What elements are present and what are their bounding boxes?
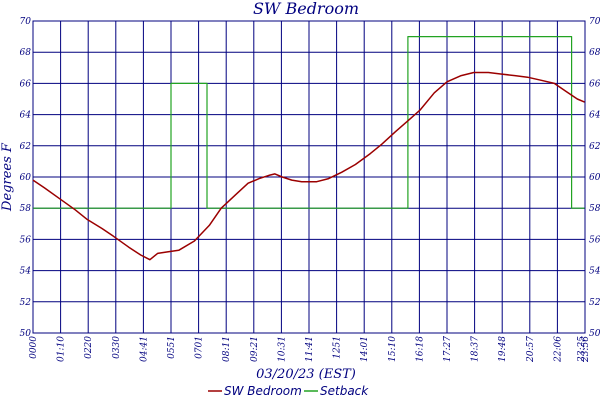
y-tick-label-right: 64 <box>589 111 600 121</box>
y-tick-label-left: 66 <box>20 79 32 89</box>
y-tick-label-left: 50 <box>20 329 32 339</box>
x-tick-label: 18:37 <box>471 336 481 362</box>
y-tick-label-right: 58 <box>589 204 600 214</box>
y-axis-label: Degrees F <box>0 142 15 212</box>
series-layer <box>32 35 585 261</box>
series-line-sw-bedroom <box>32 71 585 261</box>
y-tick-label-right: 70 <box>589 17 600 27</box>
y-ticks-left: 50 52 54 56 58 60 62 64 66 68 70 <box>20 17 32 339</box>
x-tick-label: 09:21 <box>250 336 260 362</box>
x-tick-label: 0330 <box>112 336 122 359</box>
legend-item-setback: Setback <box>304 384 369 398</box>
y-tick-label-right: 52 <box>589 298 600 308</box>
y-tick-label-left: 54 <box>20 267 32 277</box>
x-tick-label: 1251 <box>333 336 343 359</box>
y-tick-label-left: 62 <box>20 142 32 152</box>
x-tick-label: 22:06 <box>553 336 563 363</box>
y-tick-label-left: 56 <box>20 235 32 245</box>
chart-title: SW Bedroom <box>253 0 359 18</box>
x-tick-label: 0551 <box>167 336 177 359</box>
y-tick-label-right: 54 <box>589 267 600 277</box>
legend: SW Bedroom Setback <box>208 384 369 398</box>
y-tick-label-right: 50 <box>589 329 600 339</box>
x-tick-label: 19:48 <box>498 336 508 362</box>
series-line-setback <box>33 35 585 209</box>
x-tick-label: 0220 <box>84 336 94 359</box>
y-tick-label-left: 58 <box>20 204 32 214</box>
legend-item-sw-bedroom: SW Bedroom <box>208 384 302 398</box>
y-tick-label-left: 64 <box>20 111 32 121</box>
x-tick-label: 16:18 <box>415 336 425 362</box>
x-tick-label: 08:11 <box>222 336 232 362</box>
x-tick-label: 23:25 <box>577 336 587 363</box>
x-tick-label: 01:10 <box>57 336 67 362</box>
x-tick-label: 10:31 <box>277 336 287 362</box>
y-tick-label-left: 70 <box>20 17 32 27</box>
y-tick-label-left: 52 <box>20 298 32 308</box>
x-tick-label: 11:41 <box>305 336 315 362</box>
y-tick-label-right: 66 <box>589 79 600 89</box>
y-tick-label-left: 60 <box>20 173 32 183</box>
y-tick-label-left: 68 <box>20 48 32 58</box>
plot-frame <box>32 20 586 334</box>
grid <box>33 20 585 334</box>
x-tick-label: 04:41 <box>139 336 149 362</box>
legend-label-sw-bedroom: SW Bedroom <box>224 384 302 398</box>
x-ticks: 0000 01:10 0220 0330 04:41 0551 0701 08:11 09:21… <box>29 336 591 363</box>
x-tick-label: 20:57 <box>526 336 536 363</box>
y-tick-label-right: 56 <box>589 235 600 245</box>
y-tick-label-right: 68 <box>589 48 600 58</box>
x-tick-label: 15:10 <box>388 336 398 362</box>
x-tick-label: 23:56 <box>581 336 591 363</box>
x-tick-label: 0000 <box>29 336 39 359</box>
y-ticks-right: 50 52 54 56 58 60 62 64 66 68 70 <box>589 17 600 339</box>
x-tick-label: 0701 <box>195 336 205 359</box>
x-axis-label: 03/20/23 (EST) <box>256 367 356 382</box>
x-tick-label: 14:01 <box>360 336 370 362</box>
legend-label-setback: Setback <box>320 384 369 398</box>
x-tick-label: 17:27 <box>443 336 453 362</box>
y-tick-label-right: 60 <box>589 173 600 183</box>
y-tick-label-right: 62 <box>589 142 600 152</box>
